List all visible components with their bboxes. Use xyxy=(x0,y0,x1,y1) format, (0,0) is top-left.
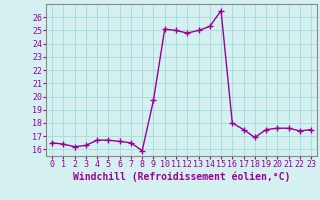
X-axis label: Windchill (Refroidissement éolien,°C): Windchill (Refroidissement éolien,°C) xyxy=(73,172,290,182)
